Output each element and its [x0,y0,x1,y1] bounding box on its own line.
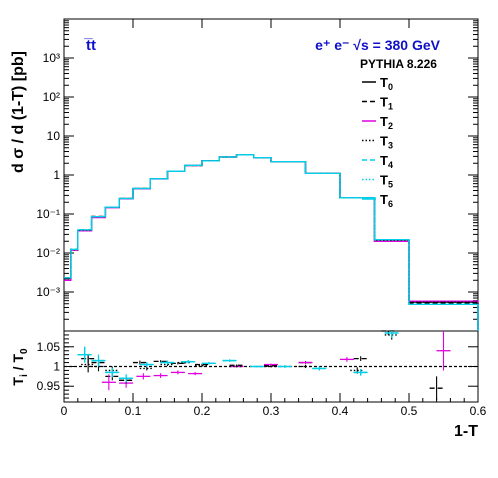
generator-label: PYTHIA 8.226 [360,57,437,71]
ratio-point-T2 [188,372,203,376]
ratio-point-T6 [105,367,120,378]
ratio-point-T2 [101,374,116,391]
main-y-tick-label: 10 [47,129,61,143]
main-series-curves [64,154,479,331]
legend-label: T0 [380,75,393,92]
beam-energy-label: e⁺ e⁻ √s = 380 GeV [315,37,440,53]
legend-item-T2: T2 [362,114,393,131]
x-tick-label: 0 [61,404,68,418]
ratio-y-tick-label: 1 [53,360,60,374]
ratio-series-points [77,330,451,401]
ratio-point-T3 [81,356,96,373]
x-tick-label: 0.5 [401,404,418,418]
ratio-point-T1 [429,376,444,401]
ratio-point-T2 [339,357,354,362]
ratio-point-T2 [298,361,313,364]
main-y-tick-label: 10³ [43,51,60,65]
process-label: t̅t [83,37,96,54]
ratio-point-T6 [277,365,292,368]
x-tick-label: 0.3 [263,404,280,418]
ratio-point-T1 [353,356,368,361]
ratio-y-tick-label: 0.95 [37,379,61,393]
legend-label: T4 [380,153,393,170]
ratio-point-T3 [298,364,313,369]
ratio-point-T2 [170,370,185,375]
ratio-point-T6 [353,369,368,376]
ratio-point-T6 [77,346,92,363]
ratio-y-axis-title: Ti / T0 [10,348,30,386]
ratio-point-T6 [312,366,327,371]
legend-item-T0: T0 [362,75,393,92]
x-tick-label: 0.1 [125,404,142,418]
legend-item-T3: T3 [362,134,393,151]
ratio-point-T6 [139,362,154,367]
legend-item-T5: T5 [362,173,393,190]
ratio-point-T6 [119,374,134,383]
ratio-y-tick-label: 1.05 [37,340,61,354]
ratio-point-T2 [153,373,168,378]
ratio-point-T6 [181,360,196,364]
ratio-axis-ticks: 0.95 1 1.05 0 0.1 0.2 0.3 0.4 0.5 0.6 [37,19,487,418]
ratio-point-T6 [222,359,237,362]
main-y-tick-label: 10⁻² [36,246,60,260]
ratio-point-T6 [384,331,399,338]
ratio-point-T3 [229,365,244,368]
ratio-point-T1 [132,360,147,365]
legend-label: T2 [380,114,393,131]
legend-item-T6: T6 [362,192,393,209]
main-y-tick-label: 10⁻³ [36,285,60,299]
ratio-point-T3 [264,365,278,368]
x-axis-title: 1-T [454,423,478,440]
ratio-point-T2 [436,331,451,371]
ratio-point-T6 [250,365,265,368]
legend: T0 T1 T2 T3 T4 T5 T6 [362,75,393,209]
ratio-point-T6 [201,362,216,365]
x-tick-label: 0.4 [332,404,349,418]
main-y-axis-title: d σ / d (1-T) [pb] [10,51,27,173]
main-y-tick-label: 10² [43,90,60,104]
main-y-tick-label: 1 [53,168,60,182]
x-tick-label: 0.6 [470,404,487,418]
legend-label: T6 [380,192,393,209]
x-tick-label: 0.2 [194,404,211,418]
series-curve-T6 [64,154,479,331]
ratio-point-T3 [195,364,209,367]
legend-label: T3 [380,134,393,151]
legend-label: T5 [380,173,393,190]
svg-text:Ti / T0: Ti / T0 [10,348,30,386]
ratio-point-T3 [139,366,154,371]
legend-label: T1 [380,95,393,112]
legend-item-T1: T1 [362,95,393,112]
ratio-point-T2 [136,373,151,380]
main-y-tick-label: 10⁻¹ [36,207,60,221]
ratio-point-T6 [160,360,175,365]
legend-item-T4: T4 [362,153,393,170]
ratio-point-T2 [264,363,278,366]
ratio-point-T6 [91,354,106,367]
